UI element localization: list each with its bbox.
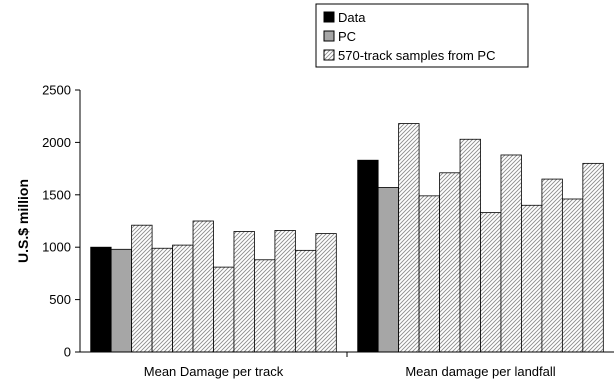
y-tick-label: 500 [49, 292, 71, 307]
bar-sample [561, 198, 584, 353]
bar-sample [418, 195, 440, 353]
y-tick-label: 2500 [42, 83, 71, 98]
bar-data [357, 159, 379, 353]
bar-sample [500, 154, 522, 353]
bar-sample [315, 233, 337, 353]
legend: Data PC 570-track samples from PC [315, 3, 529, 68]
bar-sample [233, 231, 255, 353]
category-label: Mean Damage per track [144, 364, 284, 379]
legend-box [315, 3, 529, 68]
bar-sample [274, 230, 296, 353]
bar-sample [521, 204, 543, 353]
bar-pc [110, 248, 133, 353]
bars [90, 123, 604, 353]
bar-sample [294, 249, 317, 353]
bar-sample [398, 123, 420, 353]
bar-sample [541, 178, 563, 353]
bar-sample [131, 224, 153, 353]
legend-label-data: Data [338, 10, 366, 25]
bar-sample [151, 247, 173, 353]
bar-sample [480, 212, 502, 353]
legend-swatch-data [323, 11, 335, 23]
y-tick-label: 0 [64, 345, 71, 360]
bar-data [90, 246, 112, 353]
bar-sample [192, 220, 214, 353]
bar-sample [459, 138, 481, 353]
category-label: Mean damage per landfall [405, 364, 555, 379]
y-axis-ticks: 0 500 1000 1500 2000 2500 [42, 83, 80, 360]
legend-swatch-samples [323, 49, 335, 61]
y-tick-label: 1000 [42, 240, 71, 255]
legend-swatch-pc [323, 30, 335, 42]
bar-pc [377, 187, 400, 353]
legend-label-samples: 570-track samples from PC [338, 48, 496, 63]
y-tick-label: 2000 [42, 135, 71, 150]
bar-sample [172, 244, 194, 353]
bar-sample [439, 172, 461, 353]
category-labels: Mean Damage per track Mean damage per lan… [144, 364, 556, 379]
bar-sample [582, 162, 604, 353]
bar-sample [254, 259, 276, 353]
bar-sample [213, 266, 235, 353]
y-tick-label: 1500 [42, 187, 71, 202]
y-axis-title: U.S.$ million [15, 179, 31, 263]
legend-label-pc: PC [338, 29, 356, 44]
